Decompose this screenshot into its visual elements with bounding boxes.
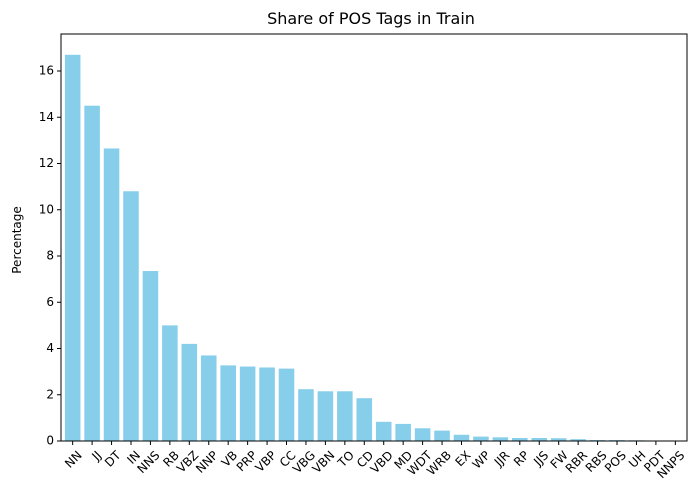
x-tick-label: JJ bbox=[89, 448, 105, 464]
bar-vbd bbox=[375, 421, 392, 441]
bar-rbr bbox=[570, 439, 586, 441]
bar-rb bbox=[162, 325, 178, 441]
bar-wrb bbox=[434, 430, 450, 441]
x-tick-label: VBP bbox=[252, 448, 279, 475]
x-tick-label: WP bbox=[470, 448, 493, 471]
bar-dt bbox=[103, 148, 120, 441]
y-tick-label: 6 bbox=[46, 295, 54, 309]
x-tick-label: TO bbox=[334, 448, 356, 470]
bar-vbg bbox=[298, 389, 314, 441]
bar-wdt bbox=[414, 428, 431, 441]
y-tick-label: 14 bbox=[39, 110, 54, 124]
bar-vbp bbox=[259, 367, 275, 441]
bar-prp bbox=[239, 366, 256, 441]
x-tick-label: NNP bbox=[193, 448, 221, 476]
bar-vbn bbox=[317, 391, 334, 441]
x-tick-label: DT bbox=[102, 448, 124, 470]
y-tick-label: 16 bbox=[39, 64, 54, 78]
x-tick-label: POS bbox=[602, 448, 629, 475]
bar-vb bbox=[220, 365, 236, 441]
bar-nnp bbox=[200, 355, 217, 441]
bar-ex bbox=[453, 434, 470, 441]
y-tick-label: 10 bbox=[39, 202, 54, 216]
x-tick-label: NNS bbox=[135, 448, 163, 476]
chart-title: Share of POS Tags in Train bbox=[267, 9, 475, 28]
plot-frame bbox=[60, 33, 688, 442]
y-tick-label: 2 bbox=[46, 387, 54, 401]
x-tick-label: RP bbox=[511, 448, 532, 469]
bar-vbz bbox=[181, 343, 198, 441]
y-tick-label: 4 bbox=[46, 341, 54, 355]
x-tick-label: VBN bbox=[310, 448, 338, 476]
x-tick-label: EX bbox=[452, 448, 473, 469]
y-axis-title: Percentage bbox=[10, 206, 24, 274]
bar-fw bbox=[550, 438, 567, 441]
y-axis-ticks: 0 2 4 6 8 10 12 14 16 bbox=[39, 64, 61, 448]
bar-cd bbox=[356, 398, 373, 441]
x-tick-label: NN bbox=[62, 448, 85, 471]
x-tick-label: JJS bbox=[530, 448, 551, 469]
bar-jjr bbox=[492, 437, 509, 441]
bar-md bbox=[395, 423, 411, 441]
bar-jjs bbox=[531, 437, 548, 441]
bar-in bbox=[123, 191, 139, 441]
y-tick-label: 0 bbox=[46, 434, 54, 448]
bar-nns bbox=[142, 271, 159, 441]
y-tick-label: 8 bbox=[46, 249, 54, 263]
y-tick-label: 12 bbox=[39, 156, 54, 170]
bar-wp bbox=[473, 436, 489, 441]
bar-to bbox=[337, 391, 353, 441]
bar-jj bbox=[84, 105, 100, 441]
bar-nn bbox=[64, 54, 81, 441]
bar-rp bbox=[512, 437, 528, 441]
bars-group bbox=[64, 54, 684, 441]
x-tick-label: JJR bbox=[491, 448, 513, 470]
bar-cc bbox=[278, 368, 295, 441]
